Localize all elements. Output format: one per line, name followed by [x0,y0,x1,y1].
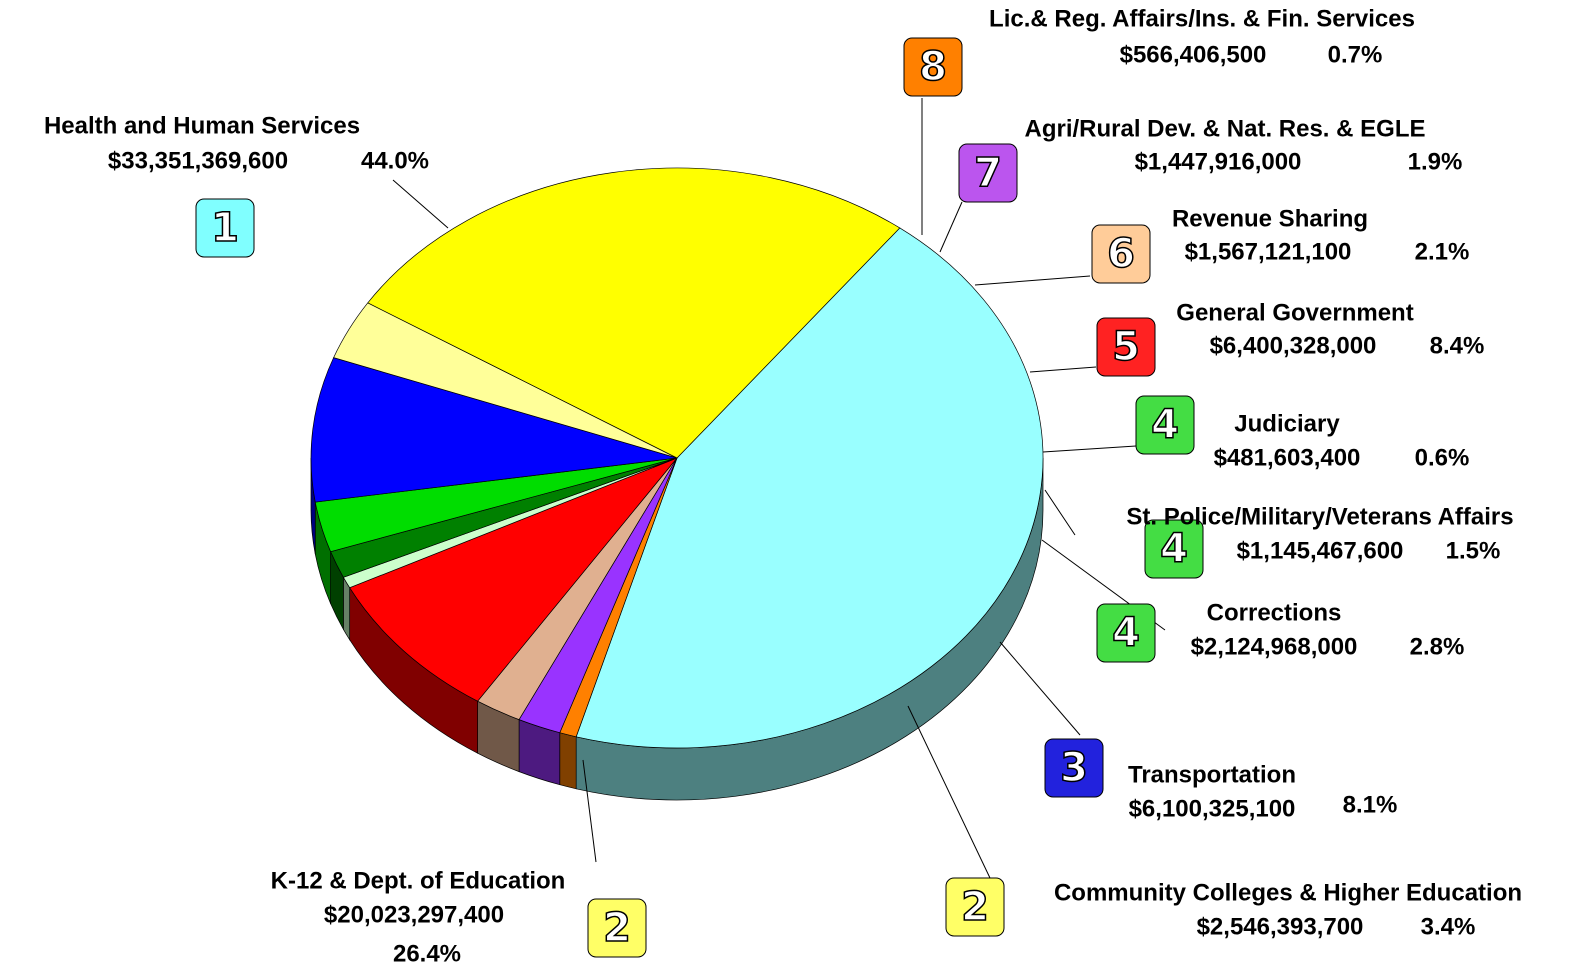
badge: 4 [1096,603,1156,663]
badge-box [945,877,1005,937]
percent-label: 1.5% [1446,537,1501,564]
badge: 6 [1091,224,1151,284]
badge-number: 2 [603,905,631,951]
badge: 4 [1135,395,1195,455]
badge-number: 1 [211,205,239,251]
badge: 5 [1096,317,1156,377]
category-label: St. Police/Military/Veterans Affairs [1126,503,1513,530]
amount-label: $20,023,297,400 [324,901,504,928]
badge-number: 5 [1112,324,1140,370]
badge-box [1096,603,1156,663]
leader-line [1044,489,1076,536]
badge-box [1096,317,1156,377]
percent-label: 0.7% [1328,41,1383,68]
leader-line [1029,366,1097,373]
category-label: Community Colleges & Higher Education [1054,879,1522,906]
badge-number: 6 [1107,231,1135,277]
leader-line [392,179,449,229]
badge-number: 8 [919,44,947,90]
percent-label: 8.1% [1343,791,1398,818]
badge: 4 [1144,519,1204,579]
badge: 7 [958,143,1018,203]
category-label: Revenue Sharing [1172,205,1368,232]
slice [367,167,901,459]
amount-label: $2,124,968,000 [1191,633,1358,660]
slice-side [559,732,577,790]
amount-label: $6,400,328,000 [1210,332,1377,359]
leader-line [939,201,963,253]
percent-label: 0.6% [1415,444,1470,471]
category-label: Judiciary [1234,410,1340,437]
badge-box [1044,738,1104,798]
percent-label: 8.4% [1430,332,1485,359]
category-label: K-12 & Dept. of Education [271,867,566,894]
amount-label: $566,406,500 [1120,41,1267,68]
badge: 3 [1044,738,1104,798]
slice [349,457,679,702]
amount-label: $1,567,121,100 [1185,238,1352,265]
badge-number: 7 [974,150,1002,196]
percent-label: 2.8% [1410,633,1465,660]
category-label: Lic.& Reg. Affairs/Ins. & Fin. Services [989,5,1415,32]
badge: 1 [195,198,255,258]
badge-number: 3 [1060,745,1088,791]
leader-line [999,641,1081,736]
amount-label: $1,447,916,000 [1135,148,1302,175]
badge-number: 4 [1112,610,1140,656]
category-label: Agri/Rural Dev. & Nat. Res. & EGLE [1025,115,1426,142]
category-label: Corrections [1207,599,1342,626]
percent-label: 1.9% [1408,148,1463,175]
amount-label: $481,603,400 [1214,444,1361,471]
leader-line [582,759,597,863]
leader-line [1042,445,1137,453]
category-label: Transportation [1128,761,1296,788]
badge-number: 4 [1151,402,1179,448]
badge-box [958,143,1018,203]
percent-label: 2.1% [1415,238,1470,265]
badge-box [1091,224,1151,284]
badge-number: 2 [961,884,989,930]
leader-line [907,705,991,879]
leader-line [974,275,1091,286]
amount-label: $1,145,467,600 [1237,537,1404,564]
amount-label: $6,100,325,100 [1129,795,1296,822]
percent-label: 3.4% [1421,913,1476,940]
badge: 2 [587,898,647,958]
slice [575,227,1044,749]
badge-box [587,898,647,958]
badge-box [195,198,255,258]
percent-label: 26.4% [393,940,461,967]
badge-number: 4 [1160,526,1188,572]
slice [310,357,678,503]
category-label: General Government [1176,299,1413,326]
badge: 8 [903,37,963,97]
badge: 2 [945,877,1005,937]
badge-box [903,37,963,97]
percent-label: 44.0% [361,147,429,174]
category-label: Health and Human Services [44,112,360,139]
amount-label: $2,546,393,700 [1197,913,1364,940]
amount-label: $33,351,369,600 [108,147,288,174]
badge-box [1144,519,1204,579]
badge-box [1135,395,1195,455]
